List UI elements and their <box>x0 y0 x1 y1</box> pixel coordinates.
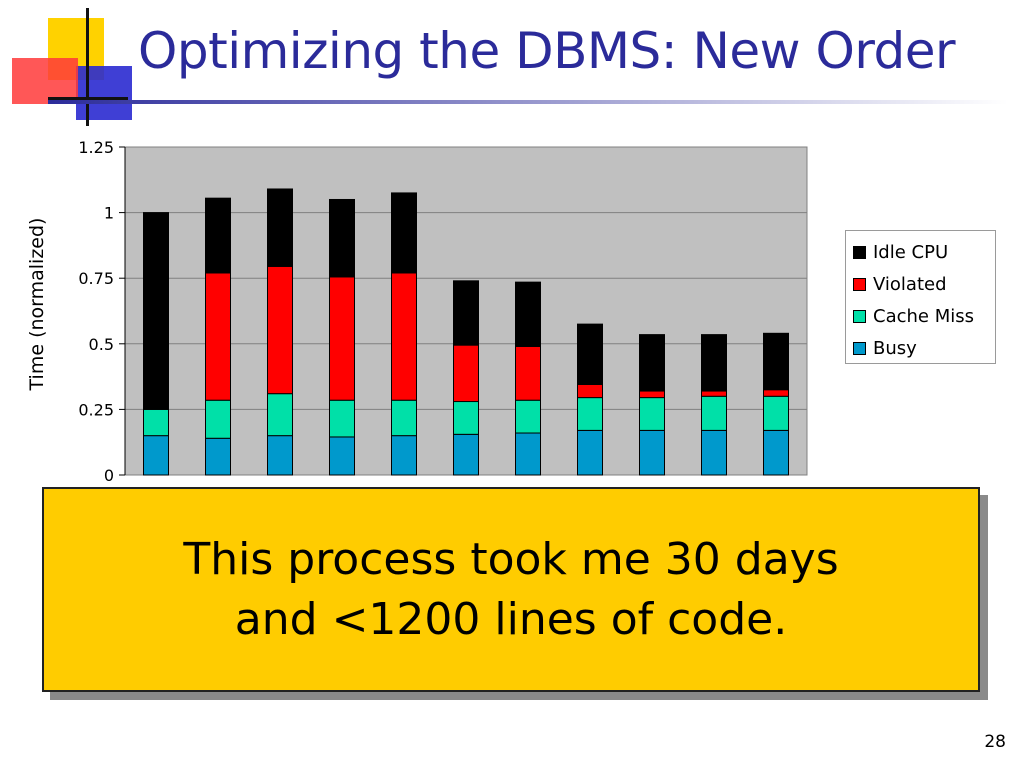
bar-segment-idle-cpu <box>577 323 603 385</box>
bar-segment-busy <box>701 429 727 476</box>
callout-line-1: This process took me 30 days <box>183 533 839 585</box>
chart-legend: Idle CPU Violated Cache Miss Busy <box>845 230 996 364</box>
bar-segment-violated <box>205 272 231 401</box>
deco-horizontal-line <box>48 97 128 100</box>
y-axis: 0 0.25 0.5 0.75 1 1.25 <box>78 138 126 485</box>
deco-blue-square <box>76 66 132 120</box>
y-tick-label: 0 <box>104 466 114 485</box>
bar-stack <box>639 334 665 476</box>
bar-segment-cache-miss <box>577 397 603 431</box>
bar-segment-violated <box>515 345 541 401</box>
legend-item: Violated <box>853 268 995 300</box>
bar-segment-busy <box>515 432 541 476</box>
y-tick-label: 1.25 <box>78 138 114 157</box>
slide-decoration-logo <box>12 8 132 126</box>
bar-stack <box>329 198 355 476</box>
y-tick-label: 0.5 <box>89 335 114 354</box>
bar-segment-cache-miss <box>329 399 355 438</box>
bar-segment-violated <box>577 383 603 399</box>
slide-title: Optimizing the DBMS: New Order <box>138 22 956 80</box>
bar-segment-busy <box>763 429 789 476</box>
bar-segment-cache-miss <box>763 395 789 431</box>
deco-red-square <box>12 58 78 104</box>
bar-segment-violated <box>453 344 479 403</box>
bars <box>143 188 789 476</box>
page-number: 28 <box>984 732 1006 752</box>
bar-segment-busy <box>329 436 355 476</box>
callout-line-2: and <1200 lines of code. <box>234 593 788 645</box>
legend-swatch <box>853 245 866 259</box>
bar-segment-violated <box>701 390 727 397</box>
bar-segment-idle-cpu <box>701 334 727 392</box>
bar-stack <box>577 323 603 476</box>
callout-box: This process took me 30 days and <1200 l… <box>42 487 980 692</box>
y-axis-label: Time (normalized) <box>26 218 48 392</box>
bar-stack <box>205 197 231 476</box>
bar-segment-busy <box>205 437 231 476</box>
gridlines <box>125 146 807 476</box>
y-tick-label: 1 <box>104 204 114 223</box>
bar-segment-busy <box>453 433 479 476</box>
bar-segment-busy <box>577 429 603 476</box>
deco-vertical-line <box>86 8 89 126</box>
bar-segment-violated <box>329 276 355 401</box>
title-underline <box>48 100 1008 104</box>
bar-segment-cache-miss <box>205 399 231 439</box>
bar-segment-idle-cpu <box>329 198 355 278</box>
bar-stack <box>515 281 541 476</box>
bar-segment-busy <box>391 435 417 476</box>
legend-swatch <box>853 309 866 323</box>
bar-segment-idle-cpu <box>453 280 479 346</box>
legend-item: Busy <box>853 332 995 364</box>
bar-stack <box>453 280 479 476</box>
legend-swatch <box>853 277 866 291</box>
bar-segment-cache-miss <box>453 401 479 435</box>
bar-segment-idle-cpu <box>391 192 417 274</box>
bar-segment-cache-miss <box>639 397 665 431</box>
bar-segment-violated <box>763 389 789 397</box>
bar-segment-cache-miss <box>391 399 417 437</box>
bar-stack <box>763 332 789 476</box>
bar-segment-busy <box>143 435 169 476</box>
bar-segment-cache-miss <box>267 393 293 437</box>
bar-segment-cache-miss <box>515 399 541 434</box>
bar-segment-idle-cpu <box>143 212 169 410</box>
legend-label: Idle CPU <box>873 241 949 263</box>
y-tick-label: 0.75 <box>78 269 114 288</box>
legend-label: Violated <box>873 273 947 295</box>
bar-segment-idle-cpu <box>515 281 541 347</box>
legend-item: Cache Miss <box>853 300 995 332</box>
legend-label: Busy <box>873 337 917 359</box>
bar-segment-busy <box>639 429 665 476</box>
bar-segment-idle-cpu <box>267 188 293 267</box>
bar-stack <box>701 334 727 476</box>
bar-stack <box>143 212 169 476</box>
legend-item: Idle CPU <box>853 236 995 268</box>
bar-stack <box>391 192 417 476</box>
bar-segment-violated <box>391 272 417 401</box>
bar-segment-cache-miss <box>701 395 727 431</box>
legend-swatch <box>853 341 866 355</box>
bar-stack <box>267 188 293 476</box>
bar-segment-idle-cpu <box>639 334 665 392</box>
bar-segment-violated <box>267 265 293 395</box>
bar-segment-cache-miss <box>143 408 169 437</box>
bar-segment-idle-cpu <box>205 197 231 274</box>
bar-segment-idle-cpu <box>763 332 789 391</box>
legend-label: Cache Miss <box>873 305 974 327</box>
y-tick-label: 0.25 <box>78 400 114 419</box>
bar-segment-busy <box>267 435 293 476</box>
bar-segment-violated <box>639 390 665 399</box>
